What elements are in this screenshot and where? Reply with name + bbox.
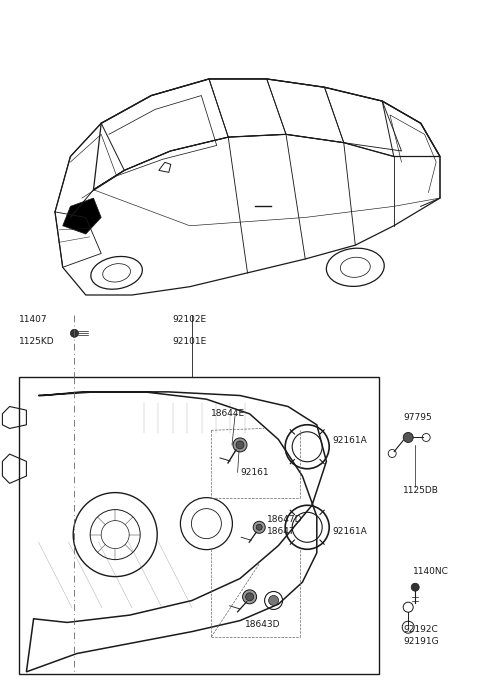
Circle shape: [411, 583, 419, 591]
Text: 1125KD: 1125KD: [19, 337, 55, 346]
Circle shape: [253, 521, 265, 533]
Circle shape: [246, 593, 253, 601]
Circle shape: [242, 590, 257, 604]
Text: 97795: 97795: [403, 413, 432, 422]
Text: 18644E: 18644E: [211, 409, 245, 418]
Circle shape: [256, 524, 262, 530]
Text: 92101E: 92101E: [173, 337, 207, 346]
Text: 92191G: 92191G: [403, 637, 439, 646]
Text: 92161A: 92161A: [332, 527, 367, 536]
Circle shape: [233, 438, 247, 452]
Text: 1140NC: 1140NC: [413, 567, 449, 575]
Text: 92161A: 92161A: [332, 437, 367, 445]
Bar: [19, 377, 379, 674]
Text: 18647D: 18647D: [267, 515, 303, 524]
Text: 1125DB: 1125DB: [403, 486, 439, 495]
Polygon shape: [63, 198, 101, 234]
Text: 18647: 18647: [267, 527, 296, 536]
Text: 18643D: 18643D: [245, 620, 280, 629]
Circle shape: [71, 330, 78, 337]
Circle shape: [403, 432, 413, 443]
Circle shape: [269, 595, 278, 605]
Text: 92102E: 92102E: [173, 315, 207, 324]
Text: 92192C: 92192C: [403, 625, 438, 634]
Text: 11407: 11407: [19, 315, 48, 324]
Circle shape: [236, 441, 244, 449]
Text: 92161: 92161: [240, 468, 269, 477]
